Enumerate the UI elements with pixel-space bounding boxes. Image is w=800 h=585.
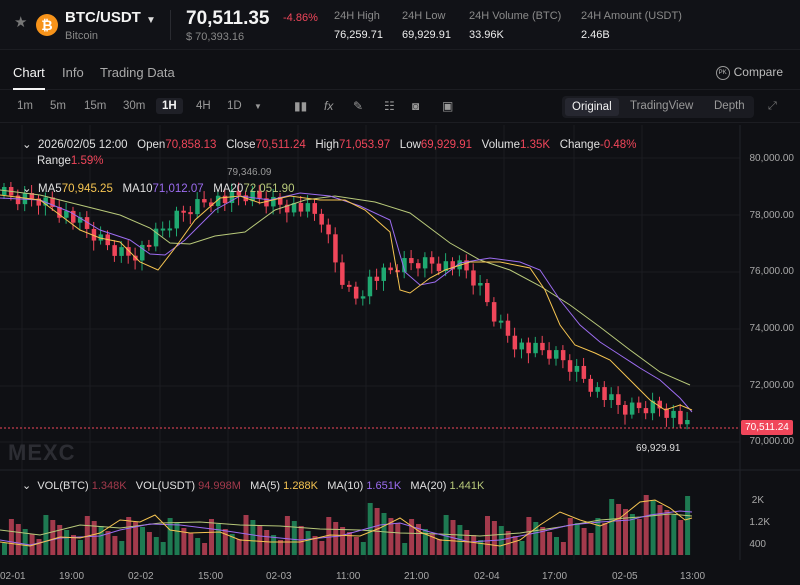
tab-chart[interactable]: Chart	[13, 65, 45, 90]
volume-legend: ⌄ VOL(BTC) 1.348K VOL(USDT) 94.998M MA(5…	[22, 480, 485, 492]
y-tick: 72,000.00	[749, 380, 795, 391]
x-tick: 13:00	[680, 571, 706, 582]
interval-1h[interactable]: 1H	[156, 98, 183, 114]
tab-trading-data[interactable]: Trading Data	[100, 65, 175, 80]
pair-dropdown-caret-icon[interactable]: ▼	[146, 15, 156, 26]
interval-1d[interactable]: 1D	[227, 100, 242, 112]
more-intervals-caret-icon[interactable]: ▼	[254, 102, 262, 111]
settings-list-icon[interactable]: ☷	[384, 99, 395, 113]
y-tick: 76,000.00	[749, 266, 795, 277]
x-tick: 19:00	[59, 571, 85, 582]
close-value: 70,511.24	[255, 139, 306, 151]
interval-5m[interactable]: 5m	[50, 100, 66, 112]
vol-usdt-value: 94.998M	[198, 480, 241, 492]
x-tick: 02-02	[128, 571, 154, 582]
range-legend: Range1.59%	[37, 155, 104, 167]
interval-15m[interactable]: 15m	[84, 100, 107, 112]
collapse-chevron-icon[interactable]: ⌄	[22, 183, 32, 195]
stat-24h-volume: 24H Volume (BTC) 33.96K	[469, 10, 562, 41]
x-tick: 02-03	[266, 571, 292, 582]
change-value: -0.48%	[599, 139, 637, 151]
volume-value: 1.35K	[520, 139, 551, 151]
x-tick: 15:00	[198, 571, 224, 582]
vol-btc-value: 1.348K	[91, 480, 127, 492]
y-tick: 78,000.00	[749, 210, 795, 221]
bitcoin-icon: ₿	[36, 14, 58, 36]
price-change: -4.86%	[283, 12, 318, 24]
stat-24h-amount: 24H Amount (USDT) 2.46B	[581, 10, 682, 41]
high-value: 71,053.97	[339, 139, 391, 151]
ticker-header: ★ ₿ BTC/USDT Bitcoin ▼ 70,511.35 -4.86% …	[0, 0, 800, 50]
vol-ma5-value: 1.288K	[283, 480, 319, 492]
candle-date: 2026/02/05 12:00	[38, 139, 128, 151]
tab-bar: Chart Info Trading Data PK Compare	[0, 55, 800, 90]
interval-1m[interactable]: 1m	[17, 100, 33, 112]
interval-4h[interactable]: 4H	[196, 100, 211, 112]
candle-type-icon[interactable]: ▮▮	[294, 99, 308, 113]
low-value: 69,929.91	[420, 139, 473, 151]
x-tick: 02-01	[0, 571, 26, 582]
x-tick: 21:00	[404, 571, 430, 582]
view-tradingview[interactable]: TradingView	[630, 100, 694, 112]
pk-icon: PK	[715, 65, 730, 80]
y-tick: 70,000.00	[749, 436, 795, 447]
last-price: 70,511.35	[186, 8, 270, 29]
view-original[interactable]: Original	[565, 98, 619, 116]
ma5-value: 70,945.25	[61, 183, 113, 195]
period-high-marker: 79,346.09	[227, 167, 272, 178]
last-price-label: 70,511.24	[741, 420, 793, 435]
collapse-chevron-icon[interactable]: ⌄	[22, 139, 32, 151]
usd-price: $ 70,393.16	[186, 31, 245, 43]
view-switcher: Original TradingView Depth	[562, 96, 754, 118]
screenshot-camera-icon[interactable]: ◙	[412, 99, 420, 113]
vol-tick: 1.2K	[749, 517, 770, 528]
x-tick: 02-05	[612, 571, 638, 582]
stat-24h-high: 24H High 76,259.71	[334, 10, 383, 41]
vol-tick: 400	[749, 539, 766, 550]
x-tick: 17:00	[542, 571, 568, 582]
vol-tick: 2K	[751, 495, 764, 506]
goto-date-icon[interactable]: ▣	[442, 99, 454, 113]
y-tick: 74,000.00	[749, 323, 795, 334]
mexc-watermark: MEXC	[8, 440, 76, 465]
divider	[170, 10, 171, 40]
period-low-marker: 69,929.91	[636, 443, 681, 454]
ma20-value: 72,051.90	[243, 183, 295, 195]
interval-30m[interactable]: 30m	[123, 100, 146, 112]
ohlc-legend: ⌄ 2026/02/05 12:00 Open70,858.13 Close70…	[22, 139, 637, 151]
x-tick: 02-04	[474, 571, 500, 582]
stat-24h-low: 24H Low 69,929.91	[402, 10, 451, 41]
tab-info[interactable]: Info	[62, 65, 84, 80]
view-depth[interactable]: Depth	[714, 100, 745, 112]
x-tick: 11:00	[336, 571, 361, 582]
favorite-star-icon[interactable]: ★	[14, 14, 28, 31]
y-tick: 80,000.00	[749, 153, 795, 164]
fullscreen-icon[interactable]: ⤢	[768, 100, 777, 112]
open-value: 70,858.13	[165, 139, 217, 151]
compare-button[interactable]: PK Compare	[715, 65, 783, 80]
range-value: 1.59%	[70, 155, 104, 167]
draw-pencil-icon[interactable]: ✎	[353, 99, 364, 113]
ma10-value: 71,012.07	[152, 183, 204, 195]
vol-ma20-value: 1.441K	[449, 480, 485, 492]
coin-name: Bitcoin	[65, 30, 99, 42]
ma-legend: ⌄ MA570,945.25 MA1071,012.07 MA2072,051.…	[22, 183, 295, 195]
collapse-chevron-icon[interactable]: ⌄	[22, 480, 32, 492]
vol-ma10-value: 1.651K	[366, 480, 402, 492]
indicators-fx-icon[interactable]: fx	[324, 99, 334, 113]
pair-name[interactable]: BTC/USDT	[65, 9, 141, 26]
chart-toolbar: 1m 5m 15m 30m 1H 4H 1D ▼ ▮▮ fx ✎ ☷ ◙ ▣ O…	[0, 91, 800, 123]
